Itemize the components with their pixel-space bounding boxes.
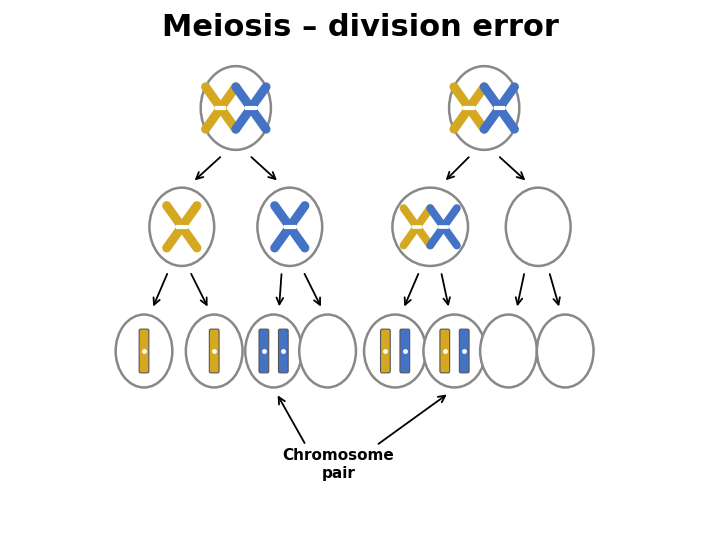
FancyBboxPatch shape — [259, 329, 269, 373]
Ellipse shape — [201, 66, 271, 150]
FancyBboxPatch shape — [279, 329, 288, 373]
Ellipse shape — [423, 314, 485, 388]
Ellipse shape — [150, 188, 215, 266]
Ellipse shape — [364, 314, 426, 388]
FancyBboxPatch shape — [459, 329, 469, 373]
Ellipse shape — [258, 188, 323, 266]
FancyBboxPatch shape — [400, 329, 410, 373]
Ellipse shape — [480, 314, 537, 388]
FancyBboxPatch shape — [440, 329, 449, 373]
Ellipse shape — [300, 314, 356, 388]
Ellipse shape — [392, 188, 468, 266]
Ellipse shape — [116, 314, 172, 388]
FancyBboxPatch shape — [139, 329, 149, 373]
Ellipse shape — [186, 314, 243, 388]
Ellipse shape — [537, 314, 593, 388]
Ellipse shape — [246, 314, 302, 388]
Text: Chromosome
pair: Chromosome pair — [282, 448, 395, 481]
Text: Meiosis – division error: Meiosis – division error — [161, 12, 559, 42]
Ellipse shape — [506, 188, 571, 266]
FancyBboxPatch shape — [380, 329, 390, 373]
FancyBboxPatch shape — [210, 329, 219, 373]
Ellipse shape — [449, 66, 519, 150]
